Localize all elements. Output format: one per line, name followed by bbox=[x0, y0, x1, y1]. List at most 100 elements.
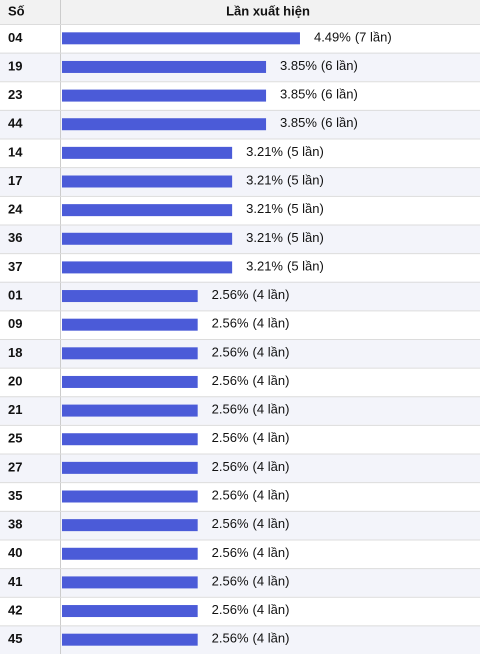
count-label: (5 lần) bbox=[287, 230, 324, 245]
percent-label: 3.21% bbox=[246, 144, 283, 159]
count-label: (4 lần) bbox=[253, 602, 290, 617]
number-label: 42 bbox=[8, 602, 22, 617]
number-label: 25 bbox=[8, 431, 22, 446]
bar bbox=[62, 490, 198, 503]
bar bbox=[62, 290, 198, 303]
number-label: 18 bbox=[8, 345, 22, 360]
number-label: 14 bbox=[8, 144, 23, 159]
value-label: 3.85% (6 lần) bbox=[280, 87, 358, 102]
count-label: (4 lần) bbox=[253, 459, 290, 474]
bar bbox=[62, 547, 198, 560]
percent-label: 3.21% bbox=[246, 173, 283, 188]
number-label: 09 bbox=[8, 316, 22, 331]
count-label: (4 lần) bbox=[253, 488, 290, 503]
bar bbox=[62, 261, 233, 274]
value-label: 2.56% (4 lần) bbox=[212, 373, 290, 388]
bar bbox=[62, 519, 198, 532]
bar bbox=[62, 576, 198, 589]
count-label: (5 lần) bbox=[287, 202, 324, 217]
value-label: 2.56% (4 lần) bbox=[212, 345, 290, 360]
number-label: 20 bbox=[8, 373, 22, 388]
count-label: (7 lần) bbox=[355, 30, 392, 45]
value-label: 4.49% (7 lần) bbox=[314, 30, 392, 45]
number-label: 19 bbox=[8, 58, 22, 73]
number-label: 23 bbox=[8, 87, 22, 102]
number-label: 17 bbox=[8, 173, 22, 188]
count-label: (4 lần) bbox=[253, 373, 290, 388]
bar bbox=[62, 204, 233, 217]
bar bbox=[62, 318, 198, 331]
value-label: 2.56% (4 lần) bbox=[212, 574, 290, 589]
percent-label: 2.56% bbox=[212, 602, 249, 617]
value-label: 2.56% (4 lần) bbox=[212, 488, 290, 503]
percent-label: 2.56% bbox=[212, 574, 249, 589]
percent-label: 2.56% bbox=[212, 517, 249, 532]
number-label: 45 bbox=[8, 631, 22, 646]
value-label: 2.56% (4 lần) bbox=[212, 402, 290, 417]
bar bbox=[62, 89, 267, 102]
number-label: 01 bbox=[8, 287, 22, 302]
value-label: 3.21% (5 lần) bbox=[246, 259, 324, 274]
value-label: 2.56% (4 lần) bbox=[212, 431, 290, 446]
percent-label: 3.85% bbox=[280, 116, 317, 131]
value-label: 2.56% (4 lần) bbox=[212, 545, 290, 560]
bar bbox=[62, 433, 198, 446]
header-number: Số bbox=[8, 3, 25, 18]
percent-label: 2.56% bbox=[212, 345, 249, 360]
bar bbox=[62, 118, 267, 131]
percent-label: 2.56% bbox=[212, 545, 249, 560]
percent-label: 3.21% bbox=[246, 202, 283, 217]
percent-label: 2.56% bbox=[212, 402, 249, 417]
value-label: 3.85% (6 lần) bbox=[280, 116, 358, 131]
count-label: (4 lần) bbox=[253, 402, 290, 417]
percent-label: 3.21% bbox=[246, 230, 283, 245]
number-label: 35 bbox=[8, 488, 22, 503]
number-label: 24 bbox=[8, 202, 23, 217]
count-label: (4 lần) bbox=[253, 345, 290, 360]
number-label: 38 bbox=[8, 517, 22, 532]
percent-label: 2.56% bbox=[212, 631, 249, 646]
count-label: (4 lần) bbox=[253, 316, 290, 331]
value-label: 3.21% (5 lần) bbox=[246, 230, 324, 245]
bar bbox=[62, 146, 233, 159]
value-label: 2.56% (4 lần) bbox=[212, 459, 290, 474]
count-label: (6 lần) bbox=[321, 116, 358, 131]
bar bbox=[62, 461, 198, 474]
number-label: 41 bbox=[8, 574, 22, 589]
header-bg bbox=[0, 0, 480, 24]
percent-label: 4.49% bbox=[314, 30, 351, 45]
percent-label: 2.56% bbox=[212, 287, 249, 302]
bar bbox=[62, 633, 198, 646]
percent-label: 2.56% bbox=[212, 488, 249, 503]
percent-label: 3.85% bbox=[280, 58, 317, 73]
percent-label: 3.21% bbox=[246, 259, 283, 274]
bar bbox=[62, 375, 198, 388]
value-label: 3.21% (5 lần) bbox=[246, 173, 324, 188]
number-label: 36 bbox=[8, 230, 22, 245]
percent-label: 2.56% bbox=[212, 431, 249, 446]
bar bbox=[62, 404, 198, 417]
count-label: (6 lần) bbox=[321, 58, 358, 73]
bar bbox=[62, 605, 198, 618]
bar bbox=[62, 32, 300, 45]
bar bbox=[62, 60, 267, 73]
number-label: 37 bbox=[8, 259, 22, 274]
count-label: (5 lần) bbox=[287, 173, 324, 188]
value-label: 2.56% (4 lần) bbox=[212, 602, 290, 617]
percent-label: 3.85% bbox=[280, 87, 317, 102]
number-label: 04 bbox=[8, 30, 23, 45]
count-label: (4 lần) bbox=[253, 287, 290, 302]
count-label: (6 lần) bbox=[321, 87, 358, 102]
count-label: (5 lần) bbox=[287, 144, 324, 159]
value-label: 3.21% (5 lần) bbox=[246, 202, 324, 217]
number-label: 44 bbox=[8, 116, 23, 131]
count-label: (4 lần) bbox=[253, 631, 290, 646]
percent-label: 2.56% bbox=[212, 459, 249, 474]
percent-label: 2.56% bbox=[212, 373, 249, 388]
number-label: 27 bbox=[8, 459, 22, 474]
bar bbox=[62, 232, 233, 245]
value-label: 2.56% (4 lần) bbox=[212, 287, 290, 302]
count-label: (4 lần) bbox=[253, 517, 290, 532]
value-label: 3.21% (5 lần) bbox=[246, 144, 324, 159]
